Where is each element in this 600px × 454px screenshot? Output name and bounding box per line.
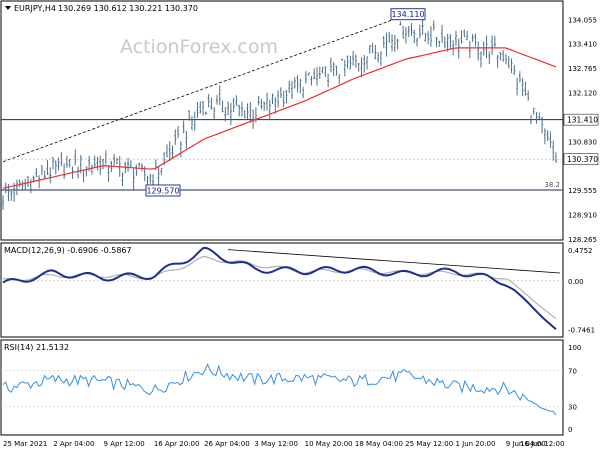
- price-y-tick-label: 134.055: [568, 16, 597, 24]
- rsi-y-tick-label: 30: [568, 403, 577, 411]
- macd-panel-frame: [0, 242, 564, 338]
- macd-line: [2, 246, 557, 330]
- x-tick-label: 26 Apr 04:00: [204, 440, 250, 448]
- x-tick-label: 16 Apr 20:00: [154, 440, 200, 448]
- price-y-tick-label: 130.830: [568, 139, 597, 147]
- x-tick-label: 1 Jun 20:00: [455, 440, 495, 448]
- swing-low-label: 129.570: [146, 186, 179, 195]
- price-y-tick-label: 132.120: [568, 90, 597, 98]
- price-panel-frame: [0, 0, 564, 241]
- price-y-tick-label: 132.765: [568, 65, 597, 73]
- rsi-y-tick-label: 100: [568, 344, 581, 352]
- swing-high-label-box: [390, 8, 426, 21]
- price-y-tick-label: 128.265: [568, 236, 597, 244]
- current-price-tag: 130.370: [567, 155, 598, 164]
- price-y-tick-label: 133.410: [568, 41, 597, 49]
- rsi-y-tick-label: 70: [568, 368, 577, 376]
- x-tick-label: 18 May 04:00: [355, 440, 403, 448]
- symbol-label: EURJPY,H4: [14, 4, 56, 13]
- price-y-tick-label: 129.555: [568, 187, 597, 195]
- price-y-tick-label: 128.910: [568, 212, 597, 220]
- sma-line: [2, 47, 557, 189]
- x-tick-label: 2 Apr 04:00: [53, 440, 94, 448]
- x-tick-label: 25 Mar 2021: [3, 440, 47, 448]
- x-tick-label: 3 May 12:00: [254, 440, 298, 448]
- rsi-line: [2, 363, 557, 416]
- watermark-text: ActionForex.com: [120, 36, 278, 58]
- x-tick-label: 9 Apr 12:00: [104, 440, 145, 448]
- price-plot: 38.2 134.110 129.570: [1, 7, 563, 210]
- ohlc-readout: 130.269 130.612 130.221 130.370: [58, 4, 198, 13]
- rsi-plot: [1, 363, 563, 416]
- rsi-y-tick-label: 0: [568, 426, 572, 434]
- x-tick-label: 10 May 20:00: [305, 440, 353, 448]
- x-tick-label: 16 Jun 12:00: [520, 440, 564, 448]
- fibonacci-label: 38.2: [544, 181, 560, 189]
- macd-y-tick-label: -0.7461: [568, 326, 595, 334]
- macd-trendline: [227, 249, 561, 274]
- rsi-panel-frame: [0, 339, 564, 436]
- macd-title: MACD(12,26,9) -0.6906 -0.5867: [4, 246, 132, 255]
- macd-y-tick-label: 0.00: [568, 278, 584, 286]
- swing-high-label: 134.110: [391, 10, 424, 19]
- level-price-tag: 131.410: [567, 116, 598, 125]
- current-price-tag-box: [563, 153, 599, 165]
- rsi-title: RSI(14) 21.5132: [4, 343, 69, 352]
- trendline: [2, 7, 426, 163]
- level-price-tag-box: [563, 113, 599, 126]
- x-tick-label: 9 Jun 04:00: [506, 440, 546, 448]
- collapse-triangle-icon: [5, 6, 11, 10]
- x-tick-label: 25 May 12:00: [405, 440, 453, 448]
- macd-signal-line: [2, 255, 557, 320]
- swing-low-label-box: [145, 184, 181, 197]
- macd-y-tick-label: 0.4752: [568, 247, 593, 255]
- macd-plot: [1, 246, 563, 330]
- axis-labels: 134.055 133.410 132.765 132.120 130.830 129.5…: [3, 16, 599, 448]
